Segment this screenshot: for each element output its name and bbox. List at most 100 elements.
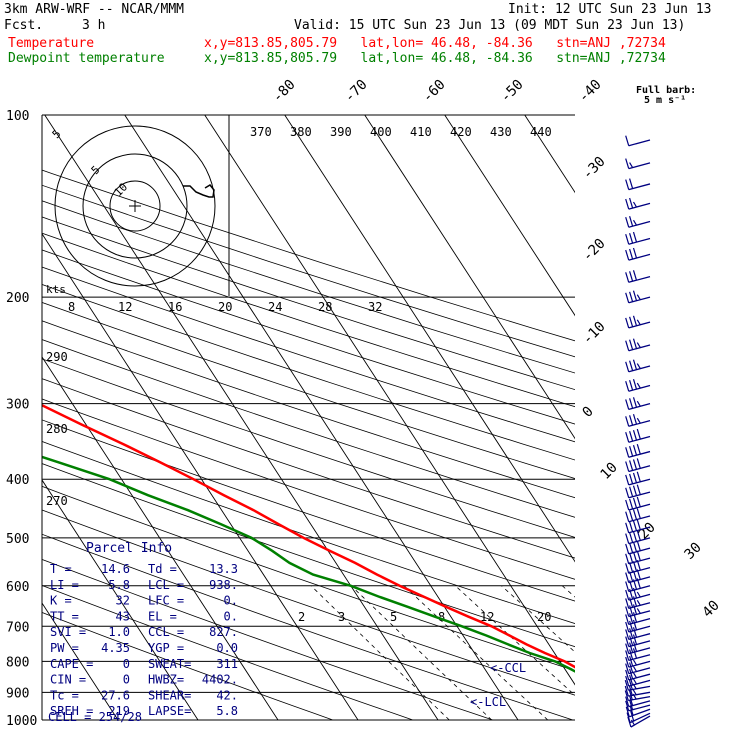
mixing-ratio-label: 5: [390, 610, 397, 624]
parcel-info-cell: 0: [123, 673, 130, 687]
init-time: Init: 12 UTC Sun 23 Jun 13: [508, 2, 712, 17]
isotherm-line: [42, 233, 359, 720]
parcel-info-cell: 5.8: [108, 578, 130, 592]
isotherm-line: [42, 602, 119, 720]
isotherm-label: -70: [342, 77, 371, 106]
parcel-info-cell: SWEAT=: [148, 657, 191, 671]
isotherm-label: 30: [682, 540, 705, 563]
wind-barb-flag: [625, 179, 630, 190]
wind-barb-flag: [629, 542, 634, 553]
wind-barb-flag: [629, 605, 634, 616]
wind-barb: [625, 444, 651, 458]
wind-barb-flag: [625, 474, 630, 486]
wind-barb-flag: [629, 380, 634, 391]
wind-barb-flag: [629, 486, 634, 497]
wind-barb-flag: [629, 552, 634, 563]
wind-barb: [625, 197, 651, 210]
theta-label: 430: [490, 125, 512, 139]
pressure-tick-label: 500: [6, 532, 29, 547]
hodograph-speed-label: 8: [68, 300, 75, 314]
wind-barb-flag: [629, 460, 634, 471]
wind-barb-staff: [628, 625, 651, 633]
hodograph-ring: [82, 153, 188, 259]
dry-adiabat-line: [42, 533, 573, 720]
parcel-info-cell: SVI =: [50, 625, 86, 639]
wind-barb-flag: [625, 511, 630, 522]
wind-barb-flag: [632, 619, 638, 631]
hodograph-ring: [54, 125, 216, 287]
wind-barb: [625, 290, 651, 304]
wind-barb-flag: [629, 339, 634, 350]
wind-barb-flag: [629, 291, 634, 302]
wind-barb-flag: [629, 628, 634, 639]
wind-barb-flag: [625, 700, 630, 711]
wind-barb-flag: [629, 248, 634, 260]
wind-barb: [625, 338, 651, 352]
theta-label: 380: [290, 125, 312, 139]
wind-barb-flag: [632, 520, 638, 531]
parcel-info-cell: LCL =: [148, 578, 184, 592]
isotherm-label: -40: [576, 77, 605, 106]
wind-barb-flag: [632, 678, 638, 685]
wind-barb: [625, 612, 651, 626]
isotherm-label: 0: [580, 404, 597, 421]
parcel-info-cell: TT =: [50, 609, 79, 623]
dry-adiabat-line: [42, 440, 575, 624]
wind-barb-flag: [636, 508, 641, 519]
parcel-info-cell: YGP =: [148, 641, 184, 655]
wind-barb: [625, 508, 651, 523]
wind-barb-flag: [630, 719, 635, 726]
wind-barb-staff: [628, 618, 651, 626]
parcel-info-cell: 1.0: [108, 625, 130, 639]
wind-barb-flag: [625, 361, 630, 372]
wind-barb-flag: [625, 499, 630, 511]
wind-barb-flag: [624, 690, 629, 701]
barb-legend-value: 5 m s⁻¹: [644, 95, 686, 106]
dry-adiabat-line: [42, 284, 575, 461]
parcel-info-cell: 0: [123, 657, 130, 671]
wind-barb: [625, 560, 651, 574]
wind-barb-flag: [625, 629, 630, 640]
dry-adiabat-line: [42, 200, 575, 374]
wind-barb-staff: [628, 503, 651, 511]
wind-barb-flag: [625, 217, 630, 228]
parcel-cell: CELL = 254/28: [48, 710, 142, 724]
wind-barb-flag: [636, 484, 641, 495]
isotherm-label: -60: [420, 77, 449, 106]
wind-barb-flag: [625, 340, 630, 351]
theta-label: 390: [330, 125, 352, 139]
isotherm-line: [444, 115, 575, 317]
wind-barb-flag: [625, 317, 630, 329]
wind-barb-flag: [636, 599, 641, 606]
isotherm-label: -50: [498, 77, 527, 106]
parcel-info-cell: 27.6: [101, 688, 130, 702]
wind-barb: [625, 627, 651, 641]
wind-barb-flag: [629, 446, 634, 457]
wind-barb-flag: [629, 162, 634, 168]
wind-barb-flag: [632, 459, 638, 470]
isotherm-line: [284, 115, 575, 563]
hodograph-speed-label: 12: [118, 300, 132, 314]
model-title: 3km ARW-WRF -- NCAR/MMM: [4, 2, 185, 17]
wind-barb-flag: [632, 509, 638, 520]
wind-barb-staff: [628, 321, 651, 329]
wind-barb-staff: [628, 633, 651, 641]
wind-barb-flag: [629, 398, 634, 409]
parcel-info-cell: Td =: [148, 562, 177, 576]
lcl-marker: <-LCL: [470, 695, 506, 709]
parcel-info-cell: SREH =: [50, 704, 93, 718]
wind-barb-flag: [625, 399, 630, 410]
parcel-info-cell: 14.6: [101, 562, 130, 576]
forecast-label: Fcst.: [4, 18, 44, 33]
wind-barb-flag: [636, 458, 641, 469]
wind-barb-flag: [625, 432, 630, 443]
wind-barb-flag: [632, 445, 638, 456]
wind-barb-flag: [629, 233, 634, 244]
wind-barb-flag: [629, 642, 634, 653]
parcel-info-cell: 43: [116, 609, 130, 623]
hodograph-ring-label: 10: [112, 181, 131, 200]
parcel-info-cell: 32: [116, 594, 130, 608]
wind-barb-flag: [626, 712, 631, 723]
legend-temperature-info: x,y=813.85,805.79 lat,lon= 46.48, -84.36…: [204, 36, 666, 51]
wind-barb: [625, 428, 651, 443]
